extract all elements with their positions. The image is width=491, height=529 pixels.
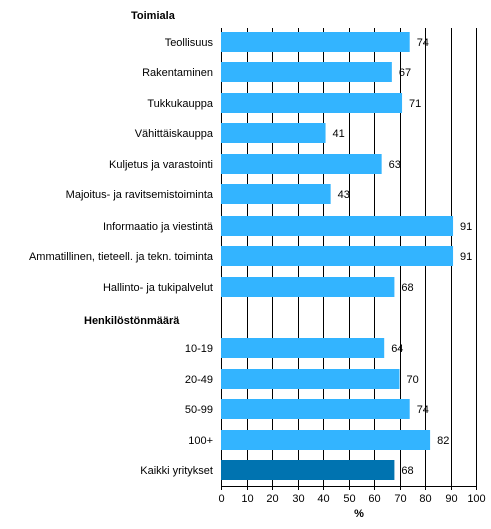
x-axis-title: % bbox=[354, 508, 364, 520]
bar bbox=[221, 62, 392, 82]
bars bbox=[221, 32, 454, 480]
category-label: Teollisuus bbox=[165, 37, 214, 49]
category-label: Vähittäiskauppa bbox=[135, 128, 214, 140]
bar bbox=[221, 93, 403, 113]
data-label: 82 bbox=[437, 435, 449, 447]
category-label: Rakentaminen bbox=[142, 67, 213, 79]
x-tick-label: 30 bbox=[292, 493, 304, 505]
data-label: 64 bbox=[391, 343, 403, 355]
data-label: 67 bbox=[399, 67, 411, 79]
data-label: 70 bbox=[407, 374, 419, 386]
x-tick-label: 40 bbox=[317, 493, 329, 505]
x-tick-label: 80 bbox=[419, 493, 431, 505]
bar bbox=[221, 184, 331, 204]
bar bbox=[221, 246, 454, 266]
category-label: Tukkukauppa bbox=[147, 98, 214, 110]
category-label: Kaikki yritykset bbox=[140, 465, 213, 477]
bar bbox=[221, 399, 410, 419]
x-tick-label: 70 bbox=[394, 493, 406, 505]
data-label: 91 bbox=[460, 221, 472, 233]
bar bbox=[221, 338, 385, 358]
bar bbox=[221, 154, 382, 174]
bar bbox=[221, 123, 326, 143]
x-tick-label: 0 bbox=[218, 493, 224, 505]
category-label: Majoitus- ja ravitsemistoiminta bbox=[66, 189, 214, 201]
data-label: 43 bbox=[338, 189, 350, 201]
bar bbox=[221, 277, 395, 297]
category-label: Kuljetus ja varastointi bbox=[109, 159, 213, 171]
data-label: 91 bbox=[460, 251, 472, 263]
bar bbox=[221, 369, 400, 389]
group-title-toimiala: Toimiala bbox=[131, 10, 176, 22]
x-tick-label: 20 bbox=[266, 493, 278, 505]
data-label: 68 bbox=[401, 282, 413, 294]
category-label: 50-99 bbox=[185, 404, 213, 416]
x-tick-label: 50 bbox=[343, 493, 355, 505]
x-tick-label: 100 bbox=[467, 493, 485, 505]
category-label: Ammatillinen, tieteell. ja tekn. toimint… bbox=[29, 251, 214, 263]
labels: 0 10 20 30 40 50 60 70 80 90 100 74 Teollisuus 67 Rake… bbox=[29, 37, 486, 505]
category-label: Informaatio ja viestintä bbox=[103, 221, 214, 233]
category-label: 100+ bbox=[188, 435, 213, 447]
bar bbox=[221, 430, 431, 450]
x-tick-label: 10 bbox=[241, 493, 253, 505]
group-title-henkilostonmaara: Henkilöstönmäärä bbox=[84, 315, 180, 327]
x-tick-label: 60 bbox=[368, 493, 380, 505]
bar bbox=[221, 216, 454, 236]
data-label: 74 bbox=[417, 37, 429, 49]
data-label: 68 bbox=[401, 465, 413, 477]
category-label: Hallinto- ja tukipalvelut bbox=[103, 282, 213, 294]
category-label: 10-19 bbox=[185, 343, 213, 355]
data-label: 71 bbox=[409, 98, 421, 110]
data-label: 63 bbox=[389, 159, 401, 171]
data-label: 41 bbox=[333, 128, 345, 140]
x-tick-label: 90 bbox=[445, 493, 457, 505]
bar bbox=[221, 32, 410, 52]
bar bbox=[221, 460, 395, 480]
category-label: 20-49 bbox=[185, 374, 213, 386]
data-label: 74 bbox=[417, 404, 429, 416]
